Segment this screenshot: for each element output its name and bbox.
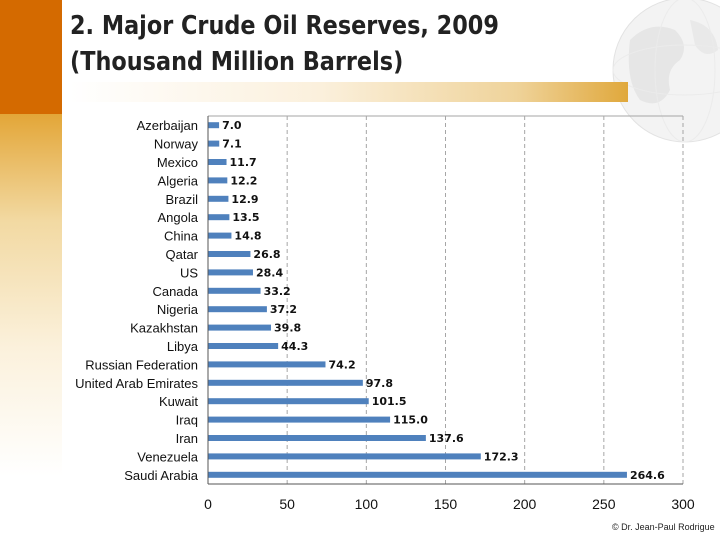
bar-united-arab-emirates	[208, 379, 363, 386]
bar-kazakhstan	[208, 324, 272, 331]
category-label: Iran	[176, 431, 198, 446]
category-label: Canada	[152, 284, 198, 299]
bar-us	[208, 269, 253, 276]
category-label: US	[180, 265, 198, 280]
bar-qatar	[208, 251, 251, 257]
bar-iraq	[208, 416, 391, 423]
value-label: 12.2	[230, 174, 257, 187]
grid-layer	[208, 115, 684, 484]
axis-layer	[207, 116, 683, 485]
x-tick-label-100: 100	[355, 496, 379, 512]
value-label: 137.6	[429, 432, 464, 445]
category-label: Saudi Arabia	[124, 468, 198, 483]
category-label: Libya	[167, 339, 199, 354]
value-label: 37.2	[270, 303, 297, 316]
left-accent-gradient	[0, 114, 62, 540]
category-label: China	[164, 229, 199, 244]
value-label: 101.5	[372, 395, 407, 408]
bar-iran	[208, 435, 426, 441]
x-tick-label-150: 150	[434, 496, 458, 512]
bar-nigeria	[208, 306, 267, 313]
category-label: Qatar	[165, 247, 198, 262]
category-label: Venezuela	[137, 449, 198, 464]
bar-norway	[208, 140, 220, 147]
category-label: Algeria	[158, 173, 199, 188]
bar-libya	[208, 343, 279, 349]
category-label: Russian Federation	[85, 357, 198, 372]
bar-azerbaijan	[208, 122, 220, 129]
bar-angola	[208, 214, 230, 221]
x-tick-label-0: 0	[204, 496, 212, 512]
category-label: Mexico	[157, 155, 198, 170]
x-tick-label-250: 250	[592, 496, 616, 512]
value-label: 26.8	[253, 248, 280, 261]
value-label: 7.0	[222, 119, 242, 132]
value-label: 13.5	[232, 211, 259, 224]
bar-algeria	[208, 177, 228, 184]
value-label: 97.8	[366, 377, 393, 390]
category-label: Iraq	[176, 413, 198, 428]
bar-china	[208, 232, 232, 239]
value-label: 172.3	[484, 450, 519, 463]
category-label: United Arab Emirates	[75, 376, 198, 391]
text-layer: 0 50 100 150 200 250 300 Azerbaijan 7.0 Norway 7.1…	[75, 118, 695, 512]
value-label: 115.0	[393, 414, 428, 427]
credit-text: © Dr. Jean-Paul Rodrigue	[612, 522, 715, 532]
value-label: 14.8	[234, 230, 261, 243]
value-label: 39.8	[274, 322, 301, 335]
value-label: 11.7	[230, 156, 257, 169]
value-label: 28.4	[256, 266, 283, 279]
category-label: Nigeria	[157, 302, 199, 317]
value-label: 74.2	[328, 358, 355, 371]
left-accent-orange	[0, 0, 62, 114]
category-label: Norway	[154, 137, 199, 152]
category-label: Angola	[158, 210, 199, 225]
bar-brazil	[208, 195, 229, 202]
slide-title: 2. Major Crude Oil Reserves, 2009 (Thous…	[70, 11, 499, 77]
bar-kuwait	[208, 398, 369, 405]
value-label: 12.9	[231, 193, 258, 206]
left-accent-bar	[0, 0, 62, 540]
bar-saudi-arabia	[208, 471, 627, 478]
bar-layer	[208, 122, 627, 478]
x-tick-label-300: 300	[671, 496, 695, 512]
category-label: Kazakhstan	[130, 321, 198, 336]
category-label: Kuwait	[159, 394, 198, 409]
bar-mexico	[208, 159, 227, 165]
category-label: Azerbaijan	[137, 118, 198, 133]
category-label: Brazil	[165, 192, 198, 207]
value-label: 264.6	[630, 469, 665, 482]
value-label: 7.1	[222, 138, 242, 151]
value-label: 33.2	[264, 285, 291, 298]
title-underline	[70, 82, 628, 102]
bar-venezuela	[208, 453, 481, 460]
bar-canada	[208, 287, 261, 294]
x-tick-label-50: 50	[279, 496, 295, 512]
x-tick-label-200: 200	[513, 496, 537, 512]
bar-russian-federation	[208, 361, 326, 368]
value-label: 44.3	[281, 340, 308, 353]
globe-watermark	[612, 0, 720, 143]
